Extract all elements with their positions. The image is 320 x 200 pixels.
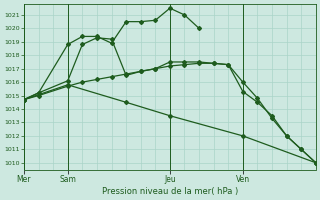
X-axis label: Pression niveau de la mer( hPa ): Pression niveau de la mer( hPa ) [102,187,238,196]
